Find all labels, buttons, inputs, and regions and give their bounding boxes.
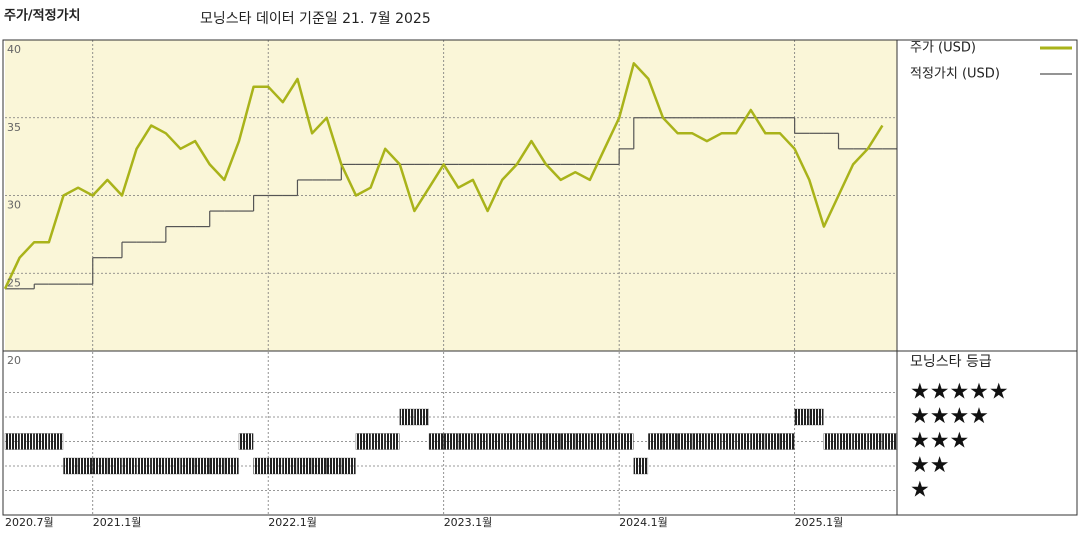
rating-bar — [282, 457, 298, 475]
rating-level-label: ★★★ — [910, 429, 969, 454]
rating-bar — [77, 457, 93, 475]
x-tick-label: 2020.7월 — [5, 516, 54, 529]
rating-bar — [136, 457, 151, 475]
rating-bar — [326, 457, 341, 475]
rating-bar — [487, 433, 502, 450]
rating-bar — [224, 457, 239, 475]
rating-bar — [34, 433, 49, 450]
rating-bar — [341, 457, 356, 475]
rating-bar — [735, 433, 751, 450]
x-tick-label: 2023.1월 — [444, 516, 493, 529]
rating-bar — [779, 433, 795, 450]
rating-bar — [604, 433, 619, 450]
rating-bar — [399, 408, 415, 426]
rating-bar — [121, 457, 137, 475]
rating-bar — [852, 433, 868, 450]
rating-bar — [268, 457, 283, 475]
rating-bar — [531, 433, 546, 450]
rating-bar — [750, 433, 766, 450]
chart-title: 주가/적정가치 — [4, 8, 81, 24]
rating-bar — [867, 433, 883, 450]
rating-bar — [165, 457, 181, 475]
rating-bar — [502, 433, 517, 450]
rating-bar — [721, 433, 736, 450]
rating-bar — [619, 433, 634, 450]
rating-bar — [19, 433, 34, 450]
rating-bar — [516, 433, 532, 450]
rating-bar — [575, 433, 590, 450]
rating-bar — [180, 457, 195, 475]
rating-bar — [809, 408, 824, 426]
x-tick-label: 2021.1월 — [93, 516, 142, 529]
rating-bar — [414, 408, 429, 426]
rating-bar — [589, 433, 605, 450]
rating-bar — [692, 433, 707, 450]
rating-bar — [472, 433, 488, 450]
rating-bar — [311, 457, 327, 475]
rating-bar — [355, 433, 371, 450]
legend-label: 주가 (USD) — [910, 41, 976, 56]
rating-level-label: ★★ — [910, 453, 949, 478]
legend-label: 적정가치 (USD) — [910, 67, 1000, 82]
y-tick-label: 30 — [7, 199, 21, 212]
rating-bar — [662, 433, 678, 450]
rating-bar — [648, 433, 663, 450]
rating-bar — [560, 433, 575, 450]
rating-bar — [633, 457, 649, 475]
rating-title: 모닝스타 등급 — [910, 354, 992, 370]
rating-bar — [63, 457, 78, 475]
rating-level-label: ★★★★★ — [910, 380, 1009, 405]
rating-bar — [545, 433, 561, 450]
x-tick-label: 2024.1월 — [619, 516, 668, 529]
chart-subtitle: 모닝스타 데이터 기준일 21. 7월 2025 — [200, 11, 431, 27]
rating-bar — [151, 457, 166, 475]
rating-bar — [107, 457, 122, 475]
y-tick-label: 25 — [7, 276, 21, 289]
rating-bar — [48, 433, 64, 450]
rating-level-label: ★ — [910, 478, 930, 503]
rating-bar — [297, 457, 312, 475]
rating-bar — [706, 433, 722, 450]
rating-bar — [238, 433, 254, 450]
rating-bar — [194, 457, 210, 475]
rating-bar — [823, 433, 839, 450]
rating-bar — [253, 457, 268, 475]
x-tick-label: 2025.1월 — [795, 516, 844, 529]
rating-bar — [882, 433, 897, 450]
rating-bar — [443, 433, 458, 450]
rating-bar — [4, 433, 20, 450]
rating-bar — [385, 433, 400, 450]
rating-bar — [370, 433, 385, 450]
rating-level-label: ★★★★ — [910, 404, 989, 429]
rating-bar — [794, 408, 809, 426]
rating-bar — [838, 433, 853, 450]
marks — [3, 62, 897, 475]
frame — [2, 39, 1078, 516]
rating-bar — [677, 433, 692, 450]
y-tick-label: 40 — [7, 43, 21, 56]
x-tick-label: 2022.1월 — [268, 516, 317, 529]
rating-bar — [765, 433, 780, 450]
rating-bar — [458, 433, 473, 450]
y-tick-label: 35 — [7, 121, 21, 134]
y-tick-label: 20 — [7, 354, 21, 367]
rating-bar — [92, 457, 108, 475]
price-line — [3, 62, 884, 290]
rating-bar — [428, 433, 444, 450]
rating-bar — [209, 457, 224, 475]
